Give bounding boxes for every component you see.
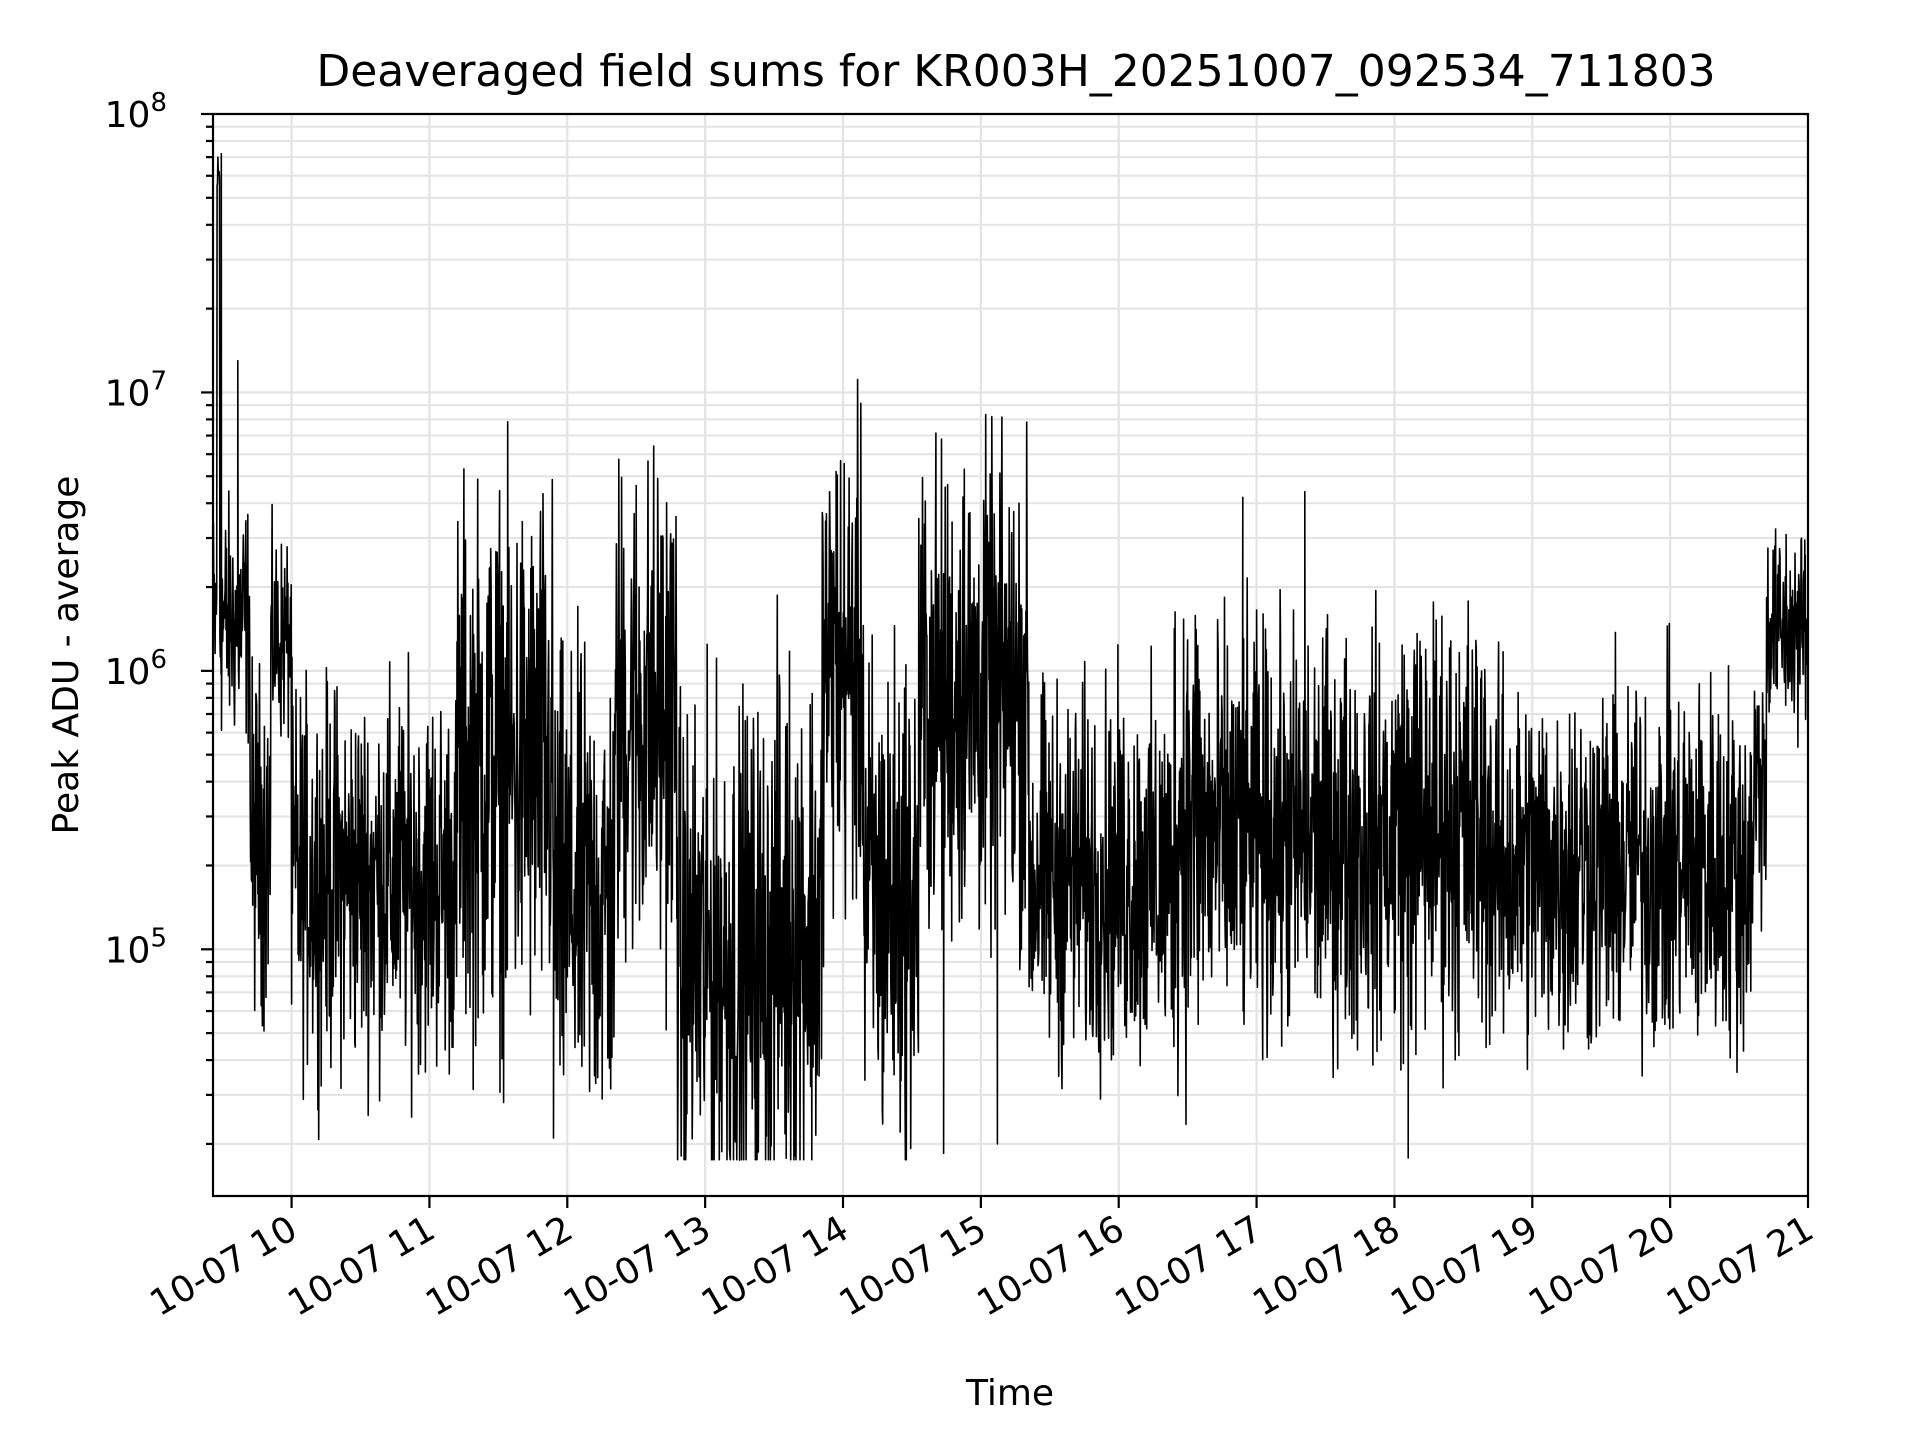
y-tick-label: 106: [105, 645, 167, 693]
x-tick-label: 10-07 18: [1246, 1208, 1407, 1324]
chart-title: Deaveraged field sums for KR003H_2025100…: [316, 46, 1715, 97]
x-tick-label: 10-07 11: [281, 1208, 442, 1324]
x-tick-label: 10-07 14: [695, 1208, 856, 1324]
x-tick-label: 10-07 16: [971, 1208, 1132, 1324]
x-tick-label: 10-07 13: [557, 1208, 718, 1324]
x-tick-label: 10-07 15: [833, 1208, 994, 1324]
y-tick-label: 108: [105, 88, 167, 136]
y-axis-label: Peak ADU - average: [46, 476, 87, 835]
x-tick-label: 10-07 10: [143, 1208, 304, 1324]
x-tick-label: 10-07 19: [1384, 1208, 1545, 1324]
x-tick-label: 10-07 20: [1522, 1208, 1683, 1324]
x-tick-label: 10-07 12: [419, 1208, 580, 1324]
y-axis: 105 106 107 108: [105, 88, 213, 1146]
x-axis-label: Time: [965, 1373, 1054, 1414]
y-tick-label: 107: [105, 366, 167, 414]
y-tick-label: 105: [105, 923, 167, 971]
series-line: [212, 152, 1809, 1161]
x-tick-label: 10-07 21: [1660, 1208, 1821, 1324]
x-tick-label: 10-07 17: [1108, 1208, 1269, 1324]
plot-frame: [211, 112, 1810, 1198]
